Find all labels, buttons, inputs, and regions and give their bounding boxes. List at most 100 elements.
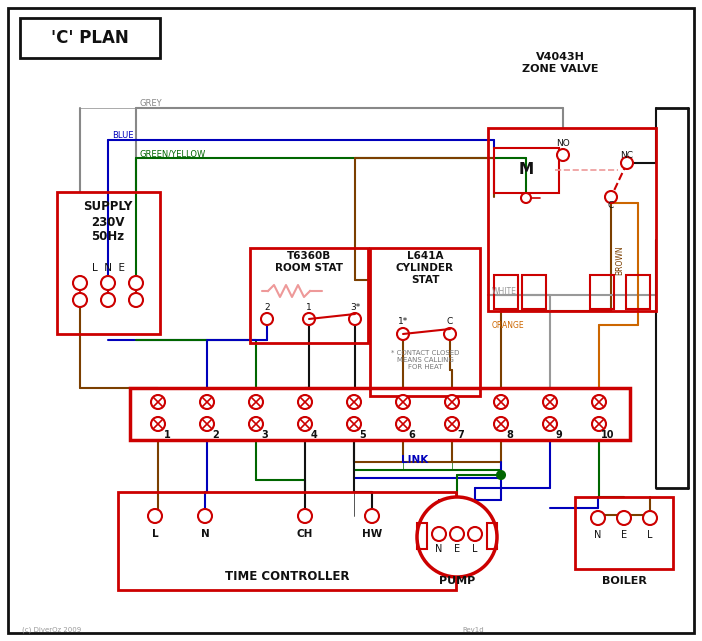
Text: 1: 1	[306, 303, 312, 313]
Circle shape	[592, 417, 606, 431]
Circle shape	[494, 395, 508, 409]
Circle shape	[151, 395, 165, 409]
Text: BROWN: BROWN	[615, 246, 624, 275]
Text: 10: 10	[601, 430, 615, 440]
Text: 3: 3	[262, 430, 268, 440]
Text: LINK: LINK	[402, 455, 429, 465]
Circle shape	[445, 417, 459, 431]
Bar	[487, 523, 497, 549]
Circle shape	[303, 313, 315, 325]
Bar	[118, 492, 456, 590]
Text: 8: 8	[507, 430, 513, 440]
Text: (c) DiverOz 2009: (c) DiverOz 2009	[22, 627, 81, 633]
Bar	[522, 275, 546, 309]
Text: L  N  E: L N E	[91, 263, 124, 273]
Text: V4043H
ZONE VALVE: V4043H ZONE VALVE	[522, 52, 598, 74]
Text: HW: HW	[362, 529, 382, 539]
Circle shape	[298, 395, 312, 409]
Text: NO: NO	[556, 140, 570, 149]
Text: 5: 5	[359, 430, 366, 440]
Circle shape	[365, 509, 379, 523]
Text: N: N	[435, 544, 443, 554]
Circle shape	[605, 191, 617, 203]
Circle shape	[101, 293, 115, 307]
Bar	[130, 388, 630, 440]
Circle shape	[396, 395, 410, 409]
Circle shape	[148, 509, 162, 523]
Bar	[494, 275, 518, 309]
Text: BOILER: BOILER	[602, 576, 647, 586]
Circle shape	[643, 511, 657, 525]
Text: N: N	[201, 529, 209, 539]
Circle shape	[543, 417, 557, 431]
Circle shape	[445, 395, 459, 409]
Text: NC: NC	[621, 151, 633, 160]
Text: TIME CONTROLLER: TIME CONTROLLER	[225, 570, 350, 583]
Circle shape	[198, 509, 212, 523]
Text: E: E	[621, 530, 627, 540]
Circle shape	[347, 395, 361, 409]
Text: E: E	[454, 544, 460, 554]
Text: ORANGE: ORANGE	[492, 320, 524, 329]
Bar	[626, 275, 650, 309]
Circle shape	[450, 527, 464, 541]
Text: * CONTACT CLOSED
MEANS CALLING
FOR HEAT: * CONTACT CLOSED MEANS CALLING FOR HEAT	[391, 350, 459, 370]
Text: L641A
CYLINDER
STAT: L641A CYLINDER STAT	[396, 251, 454, 285]
Bar	[575, 497, 673, 569]
Text: L: L	[472, 544, 478, 554]
Circle shape	[349, 313, 361, 325]
Bar	[590, 275, 614, 309]
Text: GREY: GREY	[140, 99, 163, 108]
Text: Rev1d: Rev1d	[462, 627, 484, 633]
Circle shape	[621, 157, 633, 169]
Text: 9: 9	[555, 430, 562, 440]
Text: 3*: 3*	[350, 303, 360, 313]
Circle shape	[261, 313, 273, 325]
Circle shape	[347, 417, 361, 431]
Circle shape	[494, 417, 508, 431]
Text: 'C' PLAN: 'C' PLAN	[51, 29, 129, 47]
Text: N: N	[595, 530, 602, 540]
Text: GREEN/YELLOW: GREEN/YELLOW	[140, 149, 206, 158]
Circle shape	[617, 511, 631, 525]
Circle shape	[521, 193, 531, 203]
Circle shape	[543, 395, 557, 409]
Circle shape	[151, 417, 165, 431]
Text: SUPPLY
230V
50Hz: SUPPLY 230V 50Hz	[84, 201, 133, 244]
Circle shape	[444, 328, 456, 340]
Text: C: C	[447, 317, 453, 326]
Text: C: C	[608, 201, 614, 210]
Bar	[20, 18, 160, 58]
Bar	[417, 523, 427, 549]
Bar	[370, 248, 480, 396]
Text: 2: 2	[213, 430, 219, 440]
Text: 2: 2	[264, 303, 270, 313]
Circle shape	[73, 293, 87, 307]
Text: 1: 1	[164, 430, 171, 440]
Text: 6: 6	[409, 430, 416, 440]
Circle shape	[497, 471, 505, 479]
Circle shape	[73, 276, 87, 290]
Circle shape	[298, 417, 312, 431]
Circle shape	[129, 293, 143, 307]
Circle shape	[249, 417, 263, 431]
Text: 1*: 1*	[398, 317, 408, 326]
Text: PUMP: PUMP	[439, 576, 475, 586]
Text: CH: CH	[297, 529, 313, 539]
Text: L: L	[647, 530, 653, 540]
Text: 7: 7	[458, 430, 465, 440]
Circle shape	[432, 527, 446, 541]
Bar	[494, 148, 559, 193]
Text: BLUE: BLUE	[112, 131, 133, 140]
Circle shape	[298, 509, 312, 523]
Circle shape	[557, 149, 569, 161]
Text: T6360B
ROOM STAT: T6360B ROOM STAT	[275, 251, 343, 273]
Circle shape	[101, 276, 115, 290]
Circle shape	[396, 417, 410, 431]
Circle shape	[591, 511, 605, 525]
Circle shape	[592, 395, 606, 409]
Circle shape	[249, 395, 263, 409]
Text: L: L	[152, 529, 159, 539]
Circle shape	[397, 328, 409, 340]
Circle shape	[200, 395, 214, 409]
